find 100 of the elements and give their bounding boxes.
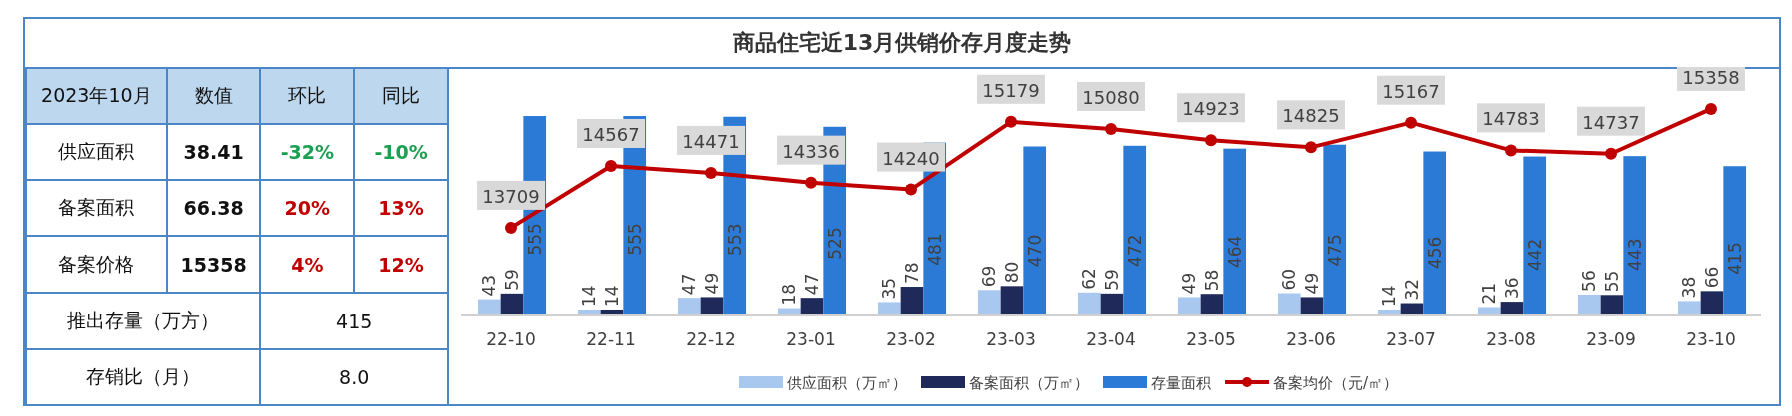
data-label: 555 (524, 223, 545, 256)
data-label: 49 (1302, 272, 1322, 295)
text: 4% (260, 236, 355, 293)
text: 环比 (260, 68, 355, 125)
data-label: 553 (724, 223, 745, 256)
x-tick-label: 23-07 (1386, 329, 1436, 349)
data-label: 442 (1524, 238, 1545, 272)
data-label: 80 (1002, 261, 1022, 284)
point (905, 183, 917, 196)
data-label: 36 (1502, 277, 1522, 300)
point (1105, 122, 1117, 135)
text: -32% (260, 124, 355, 181)
data-label: 55 (1602, 270, 1622, 293)
data-label: 15080 (1082, 86, 1140, 108)
x-tick-label: 22-11 (586, 329, 636, 349)
x-tick-label: 23-03 (986, 329, 1036, 349)
text: 38.41 (166, 124, 261, 181)
data-label: 47 (802, 273, 822, 296)
x-tick-label: 22-10 (486, 329, 536, 349)
legend-label: 备案均价（元/㎡） (1273, 374, 1399, 392)
data-label: 14 (1379, 285, 1400, 307)
chart-title: 商品住宅近13月供销价存月度走势 (732, 30, 1072, 55)
data-label: 47 (679, 273, 700, 296)
point (1505, 144, 1517, 157)
x-tick-label: 23-08 (1486, 329, 1536, 349)
x-tick-label: 22-12 (686, 329, 736, 349)
data-label: 14567 (582, 123, 640, 145)
data-label: 456 (1424, 236, 1445, 270)
point (505, 221, 517, 234)
data-label: 14336 (782, 140, 840, 162)
text: 存销比（月） (26, 348, 261, 405)
point (1205, 134, 1217, 147)
data-label: 13709 (482, 185, 540, 207)
data-label: 58 (1202, 269, 1222, 292)
data-label: 470 (1024, 234, 1045, 268)
data-label: 38 (1679, 276, 1700, 299)
data-label: 59 (1102, 269, 1122, 291)
text: 66.38 (166, 180, 261, 237)
data-label: 32 (1402, 278, 1422, 301)
text: 推出存量（万方） (26, 292, 261, 349)
text: 15358 (166, 236, 261, 293)
data-label: 69 (979, 265, 1000, 288)
text: 数值 (166, 68, 261, 125)
data-label: 43 (479, 274, 500, 297)
data-label: 56 (1579, 270, 1600, 292)
x-tick-label: 23-05 (1186, 329, 1236, 349)
legend-label: 备案面积（万㎡） (969, 374, 1089, 392)
point (1705, 102, 1717, 115)
data-label: 21 (1479, 282, 1500, 305)
data-label: 14923 (1182, 98, 1240, 120)
text: 备案价格 (26, 236, 167, 293)
text: 20% (260, 180, 355, 237)
data-label: 59 (502, 269, 522, 291)
data-label: 443 (1624, 238, 1645, 271)
point (605, 159, 617, 172)
point (705, 166, 717, 179)
data-label: 62 (1079, 268, 1100, 290)
data-label: 15358 (1682, 66, 1740, 88)
data-label: 464 (1224, 235, 1245, 269)
point (805, 176, 817, 189)
x-tick-label: 23-09 (1586, 329, 1636, 349)
data-label: 14240 (882, 147, 940, 169)
data-label: 14471 (682, 130, 740, 152)
x-tick-label: 23-06 (1286, 329, 1336, 349)
data-label: 49 (702, 272, 722, 295)
data-label: 14 (602, 285, 622, 307)
data-label: 525 (824, 227, 845, 260)
data-label: 14 (579, 285, 600, 307)
legend-label: 供应面积（万㎡） (787, 374, 907, 392)
x-tick-label: 23-10 (1686, 329, 1736, 349)
text: 13% (354, 180, 448, 237)
data-label: 415 (1724, 242, 1745, 275)
text: 备案面积 (26, 180, 167, 237)
text: 供应面积 (26, 124, 167, 181)
data-label: 18 (779, 283, 800, 306)
text: 2023年10月 (26, 68, 167, 125)
data-label: 60 (1279, 268, 1300, 291)
data-label: 35 (879, 277, 900, 300)
x-tick-label: 23-01 (786, 329, 836, 349)
data-label: 15179 (982, 79, 1040, 101)
point (1405, 116, 1417, 129)
data-label: 472 (1124, 234, 1145, 267)
point (1005, 115, 1017, 128)
data-label: 475 (1324, 234, 1345, 267)
point (1305, 141, 1317, 154)
text: 同比 (354, 68, 448, 125)
data-label: 66 (1702, 266, 1722, 289)
data-label: 49 (1179, 272, 1200, 295)
text: 8.0 (260, 348, 448, 405)
x-tick-label: 23-02 (886, 329, 936, 349)
data-label: 14825 (1282, 105, 1340, 127)
data-label: 14737 (1582, 111, 1640, 133)
x-tick-label: 23-04 (1086, 329, 1136, 349)
data-label: 555 (624, 223, 645, 256)
text: -10% (354, 124, 448, 181)
text: 12% (354, 236, 448, 293)
data-label: 481 (924, 233, 945, 266)
text: 415 (260, 292, 448, 349)
legend-label: 存量面积 (1151, 374, 1211, 392)
data-label: 14783 (1482, 108, 1540, 130)
